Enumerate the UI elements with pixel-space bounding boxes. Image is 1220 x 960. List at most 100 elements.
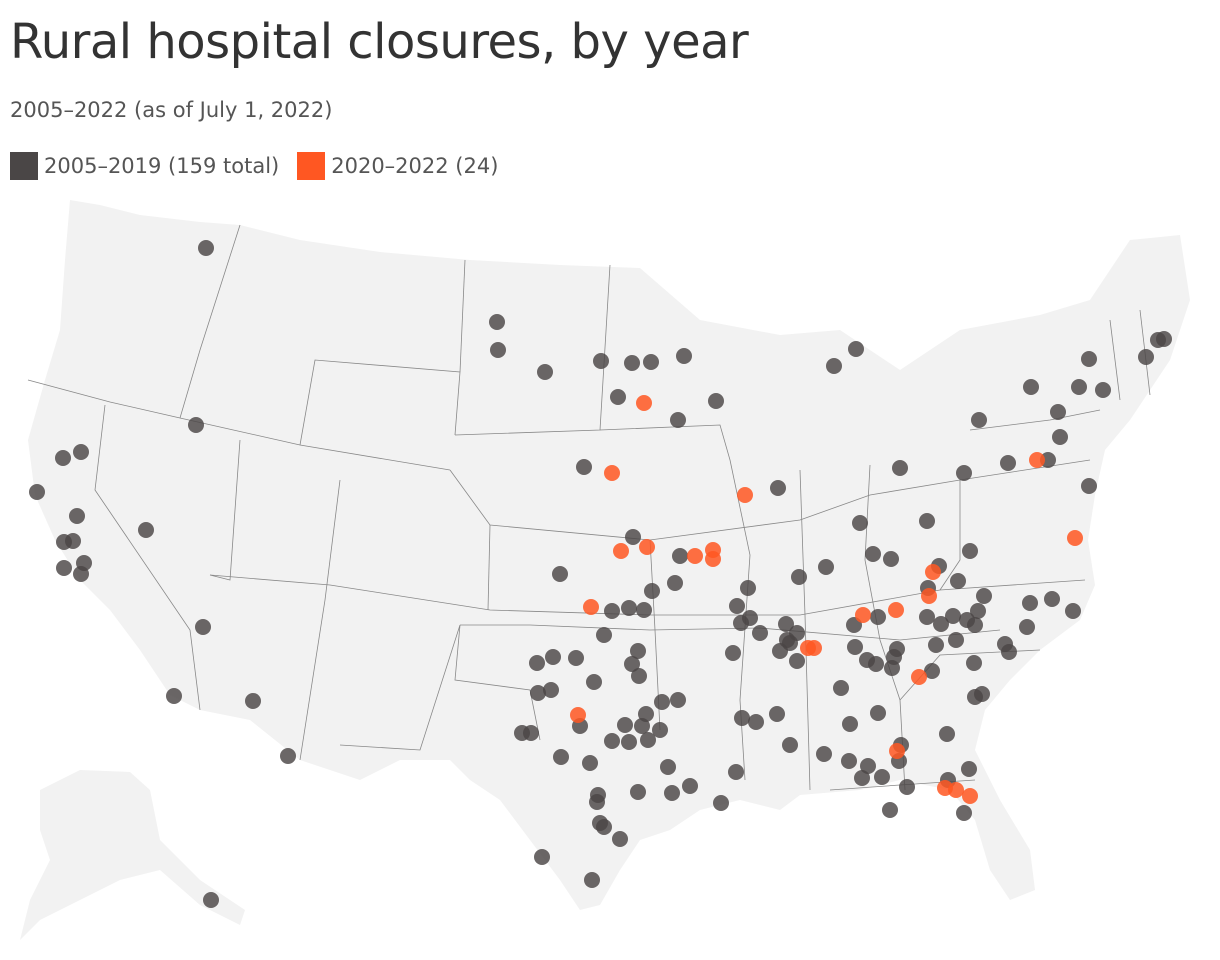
closure-dot-2005-2019 [919,513,935,529]
closure-dot-2005-2019 [530,685,546,701]
closure-dot-2005-2019 [1000,455,1016,471]
closure-dot-2020-2022 [636,395,652,411]
lower48-land [28,200,1190,910]
closure-dot-2005-2019 [636,602,652,618]
closure-dot-2005-2019 [725,645,741,661]
closure-dot-2020-2022 [604,465,620,481]
closure-dot-2005-2019 [624,355,640,371]
closure-dot-2005-2019 [1022,595,1038,611]
map-container [0,190,1220,960]
closure-dot-2005-2019 [860,758,876,774]
closure-dot-2005-2019 [789,653,805,669]
closure-dot-2005-2019 [899,779,915,795]
closure-dot-2005-2019 [956,465,972,481]
closure-dot-2005-2019 [596,627,612,643]
closure-dot-2005-2019 [195,619,211,635]
closure-dot-2005-2019 [280,748,296,764]
closure-dot-2005-2019 [818,559,834,575]
closure-dot-2020-2022 [806,640,822,656]
closure-dot-2005-2019 [630,643,646,659]
legend-item-recent: 2020–2022 (24) [297,152,498,180]
closure-dot-2005-2019 [842,716,858,732]
closure-dot-2005-2019 [682,778,698,794]
closure-dot-2005-2019 [1138,349,1154,365]
closure-dot-2005-2019 [1040,452,1056,468]
closure-dot-2020-2022 [705,551,721,567]
closure-dot-2005-2019 [553,749,569,765]
closure-dot-2005-2019 [826,358,842,374]
closure-dot-2005-2019 [664,785,680,801]
closure-dot-2005-2019 [1156,331,1172,347]
closure-dot-2005-2019 [576,459,592,475]
closure-dot-2005-2019 [652,722,668,738]
closure-dot-2005-2019 [816,746,832,762]
closure-dot-2005-2019 [971,412,987,428]
closure-dot-2005-2019 [1065,603,1081,619]
legend-label-early: 2005–2019 (159 total) [44,154,280,178]
land-layer [20,200,1190,940]
closure-dot-2005-2019 [928,637,944,653]
closure-dots-layer [29,240,1172,908]
closure-dot-2020-2022 [911,669,927,685]
closure-dot-2005-2019 [490,342,506,358]
closure-dot-2005-2019 [166,688,182,704]
closure-dot-2005-2019 [676,348,692,364]
closure-dot-2020-2022 [613,543,629,559]
chart-subtitle: 2005–2022 (as of July 1, 2022) [10,98,333,122]
closure-dot-2005-2019 [847,639,863,655]
closure-dot-2005-2019 [568,650,584,666]
legend-item-early: 2005–2019 (159 total) [10,152,279,180]
closure-dot-2020-2022 [962,788,978,804]
closure-dot-2005-2019 [621,600,637,616]
closure-dot-2005-2019 [778,616,794,632]
closure-dot-2005-2019 [586,674,602,690]
closure-dot-2005-2019 [56,560,72,576]
closure-dot-2005-2019 [73,444,89,460]
closure-dot-2005-2019 [1050,404,1066,420]
closure-dot-2005-2019 [545,649,561,665]
closure-dot-2005-2019 [667,575,683,591]
closure-dot-2005-2019 [621,734,637,750]
closure-dot-2005-2019 [552,566,568,582]
closure-dot-2005-2019 [69,508,85,524]
closure-dot-2005-2019 [713,795,729,811]
closure-dot-2005-2019 [769,706,785,722]
legend-label-recent: 2020–2022 (24) [331,154,499,178]
closure-dot-2005-2019 [791,569,807,585]
closure-dot-2005-2019 [593,353,609,369]
closure-dot-2005-2019 [733,615,749,631]
closure-dot-2005-2019 [670,692,686,708]
closure-dot-2005-2019 [948,632,964,648]
closure-dot-2005-2019 [29,484,45,500]
closure-dot-2005-2019 [974,686,990,702]
closure-dot-2005-2019 [643,354,659,370]
closure-dot-2020-2022 [1029,452,1045,468]
closure-dot-2005-2019 [203,892,219,908]
closure-dot-2005-2019 [198,240,214,256]
closure-dot-2005-2019 [1019,619,1035,635]
closure-dot-2005-2019 [1081,478,1097,494]
closure-dot-2020-2022 [737,487,753,503]
closure-dot-2005-2019 [612,831,628,847]
closure-dot-2005-2019 [589,794,605,810]
closure-dot-2005-2019 [782,737,798,753]
closure-dot-2005-2019 [962,543,978,559]
closure-dot-2005-2019 [617,717,633,733]
closure-dot-2005-2019 [752,625,768,641]
closure-dot-2005-2019 [523,725,539,741]
closure-dot-2005-2019 [852,515,868,531]
legend-swatch-recent [297,152,326,180]
closure-dot-2005-2019 [870,705,886,721]
closure-dot-2005-2019 [772,643,788,659]
closure-dot-2005-2019 [55,450,71,466]
closure-dot-2005-2019 [884,660,900,676]
closure-dot-2005-2019 [537,364,553,380]
closure-dot-2005-2019 [728,764,744,780]
closure-dot-2020-2022 [687,548,703,564]
closure-dot-2005-2019 [640,732,656,748]
closure-dot-2005-2019 [625,529,641,545]
closure-dot-2005-2019 [748,714,764,730]
legend-swatch-early [10,152,38,180]
closure-dot-2005-2019 [950,573,966,589]
closure-dot-2005-2019 [892,460,908,476]
